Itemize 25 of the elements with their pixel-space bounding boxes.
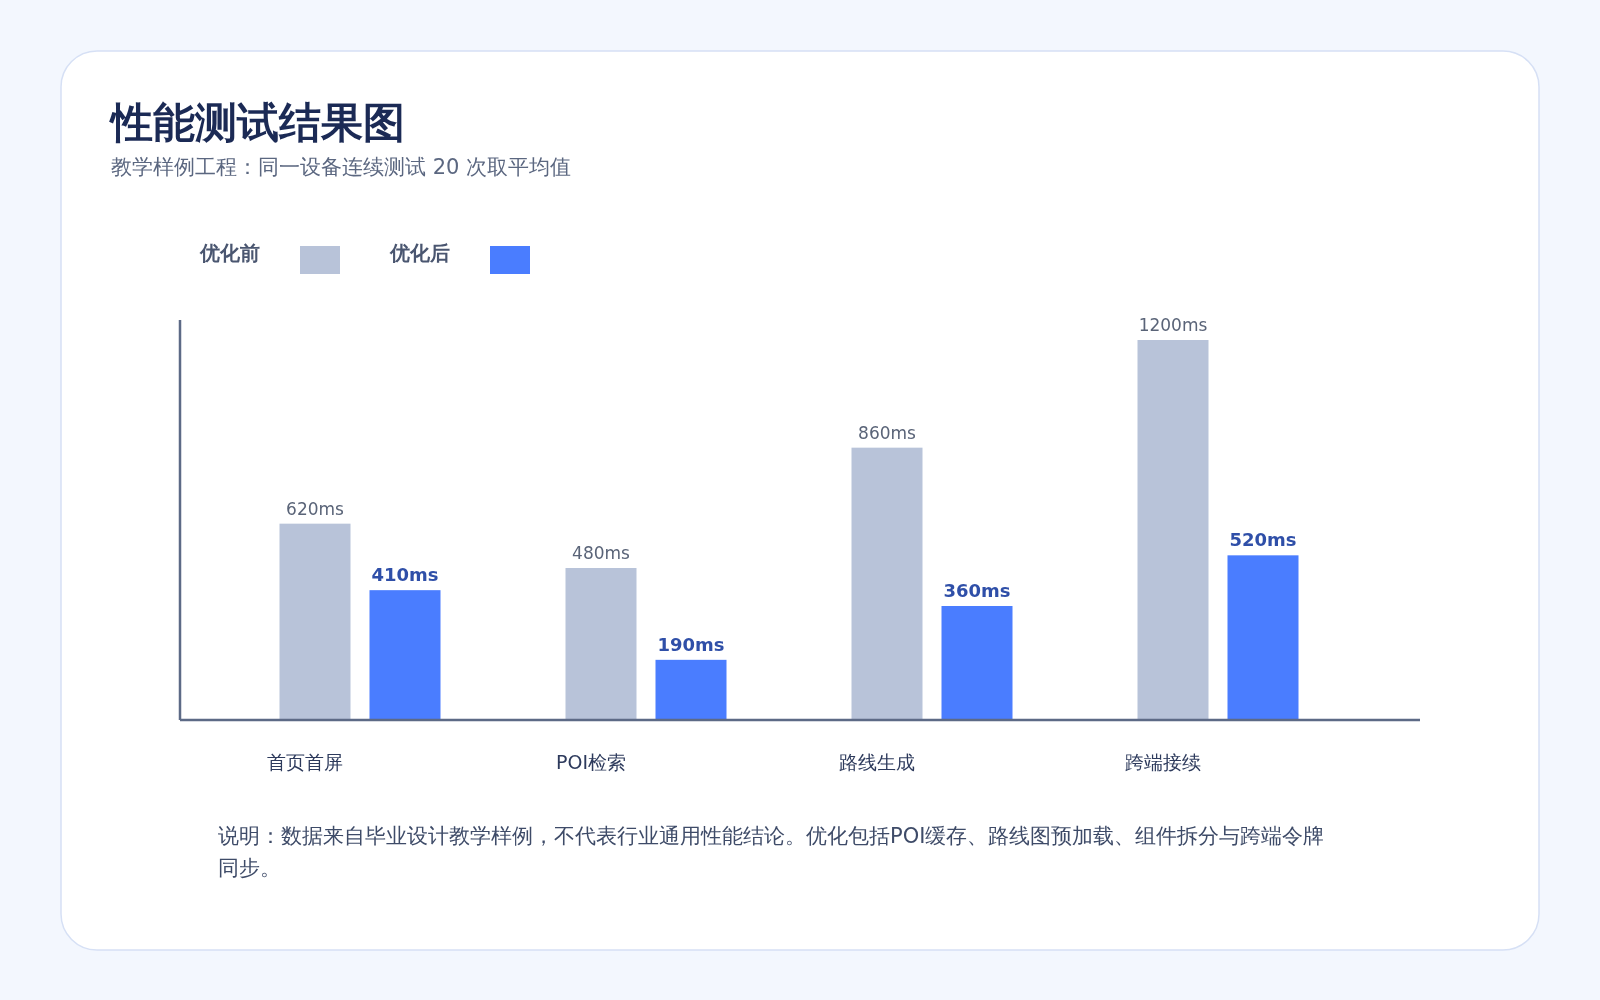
bar [565, 568, 637, 720]
x-tick-label: 首页首屏 [267, 751, 343, 773]
chart-subtitle: 教学样例工程：同一设备连续测试 20 次取平均值 [111, 155, 572, 179]
bar [279, 523, 351, 720]
data-label: 360ms [943, 580, 1011, 601]
x-tick-label: POI检索 [555, 751, 627, 773]
data-label: 620ms [286, 498, 345, 519]
legend-label: 优化后 [389, 241, 450, 265]
x-tick-label: 路线生成 [839, 751, 915, 773]
chart-title: 性能测试结果图 [109, 98, 405, 147]
bar [1227, 555, 1299, 720]
data-label: 190ms [657, 633, 725, 655]
bar [655, 659, 727, 720]
bar [851, 447, 923, 720]
bar [941, 606, 1013, 720]
data-label: 410ms [371, 564, 439, 586]
legend-label: 优化前 [199, 241, 260, 265]
data-label: 1200ms [1138, 315, 1208, 335]
x-tick-label: 跨端接续 [1125, 751, 1201, 773]
bar [1137, 340, 1209, 720]
text: 说明：数据来自毕业设计教学样例，不代表行业通用性能结论。优化包括POI缓存、路线图预加载、组件拆分与跨端令牌同步。 [218, 823, 1326, 882]
data-label: 860ms [858, 422, 917, 443]
bar [369, 590, 441, 720]
data-label: 480ms [572, 543, 631, 563]
data-label: 520ms [1229, 529, 1297, 551]
